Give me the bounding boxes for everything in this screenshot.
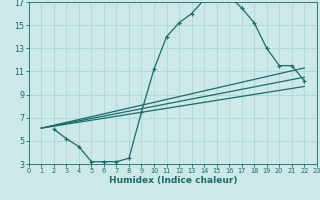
X-axis label: Humidex (Indice chaleur): Humidex (Indice chaleur) <box>108 176 237 185</box>
